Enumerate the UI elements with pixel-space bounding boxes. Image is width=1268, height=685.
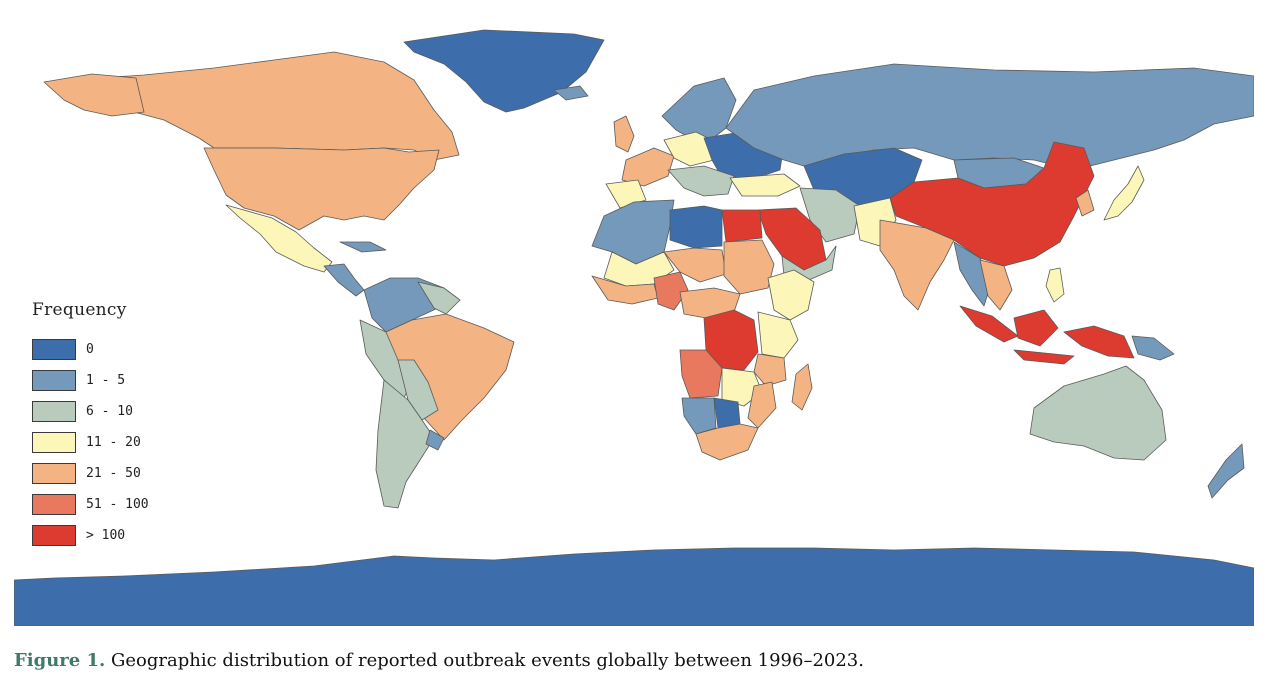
legend-swatch bbox=[32, 494, 76, 515]
united-states bbox=[203, 147, 440, 231]
australia bbox=[1029, 365, 1167, 461]
philippines bbox=[1045, 267, 1065, 303]
legend-label: 0 bbox=[86, 342, 94, 357]
guianas bbox=[417, 281, 461, 315]
legend-title: Frequency bbox=[32, 300, 127, 320]
legend-item: 51 - 100 bbox=[32, 489, 192, 520]
iran bbox=[799, 187, 861, 243]
legend-label: 6 - 10 bbox=[86, 404, 133, 419]
greenland bbox=[403, 29, 605, 113]
southeast-asia bbox=[953, 241, 993, 307]
iceland bbox=[553, 85, 589, 101]
caribbean bbox=[339, 241, 387, 253]
legend-swatch bbox=[32, 370, 76, 391]
angola bbox=[679, 349, 723, 399]
legend-label: 1 - 5 bbox=[86, 373, 126, 388]
legend-swatch bbox=[32, 463, 76, 484]
vietnam-thailand bbox=[979, 259, 1013, 311]
legend-item: 21 - 50 bbox=[32, 458, 192, 489]
world-map bbox=[14, 20, 1254, 626]
new-zealand bbox=[1207, 443, 1245, 499]
figure-label: Figure 1. bbox=[14, 650, 106, 671]
map-legend: Frequency 0 1 - 5 6 - 10 11 - 20 21 - 50… bbox=[32, 300, 192, 551]
russia bbox=[725, 63, 1254, 171]
legend-item: > 100 bbox=[32, 520, 192, 551]
iberia bbox=[605, 179, 647, 209]
botswana bbox=[713, 397, 741, 429]
legend-item: 11 - 20 bbox=[32, 427, 192, 458]
scandinavia bbox=[661, 77, 737, 143]
caption-text: Geographic distribution of reported outb… bbox=[105, 650, 864, 671]
south-africa bbox=[695, 423, 759, 461]
korea bbox=[1075, 189, 1095, 217]
antarctica bbox=[14, 547, 1254, 626]
india bbox=[879, 219, 955, 311]
nigeria bbox=[653, 271, 689, 311]
argentina-chile bbox=[375, 379, 435, 509]
madagascar bbox=[791, 363, 813, 411]
legend-swatch bbox=[32, 401, 76, 422]
horn-of-africa bbox=[767, 269, 815, 321]
sudan bbox=[723, 239, 775, 295]
figure-caption: Figure 1. Geographic distribution of rep… bbox=[14, 650, 864, 671]
southern-europe bbox=[667, 165, 735, 197]
alaska bbox=[43, 73, 145, 117]
legend-swatch bbox=[32, 339, 76, 360]
legend-swatch bbox=[32, 432, 76, 453]
legend-label: 21 - 50 bbox=[86, 466, 141, 481]
choropleth-map bbox=[14, 29, 1254, 626]
indonesia bbox=[959, 305, 1135, 365]
east-africa bbox=[757, 311, 799, 359]
uruguay bbox=[425, 429, 445, 451]
united-kingdom bbox=[613, 115, 635, 153]
legend-item: 6 - 10 bbox=[32, 396, 192, 427]
legend-swatch bbox=[32, 525, 76, 546]
mexico bbox=[225, 204, 333, 273]
legend-item: 0 bbox=[32, 334, 192, 365]
legend-items: 0 1 - 5 6 - 10 11 - 20 21 - 50 51 - 100 … bbox=[32, 334, 192, 551]
legend-label: 11 - 20 bbox=[86, 435, 141, 450]
libya bbox=[669, 205, 723, 249]
mozambique bbox=[747, 381, 777, 429]
egypt bbox=[721, 209, 763, 243]
papua-new-guinea bbox=[1131, 335, 1175, 361]
namibia bbox=[681, 397, 717, 435]
legend-label: > 100 bbox=[86, 528, 126, 543]
legend-item: 1 - 5 bbox=[32, 365, 192, 396]
western-europe bbox=[621, 147, 675, 187]
turkey bbox=[729, 173, 801, 197]
legend-label: 51 - 100 bbox=[86, 497, 149, 512]
japan bbox=[1103, 165, 1145, 221]
central-america bbox=[323, 263, 365, 297]
tanzania bbox=[753, 353, 787, 387]
